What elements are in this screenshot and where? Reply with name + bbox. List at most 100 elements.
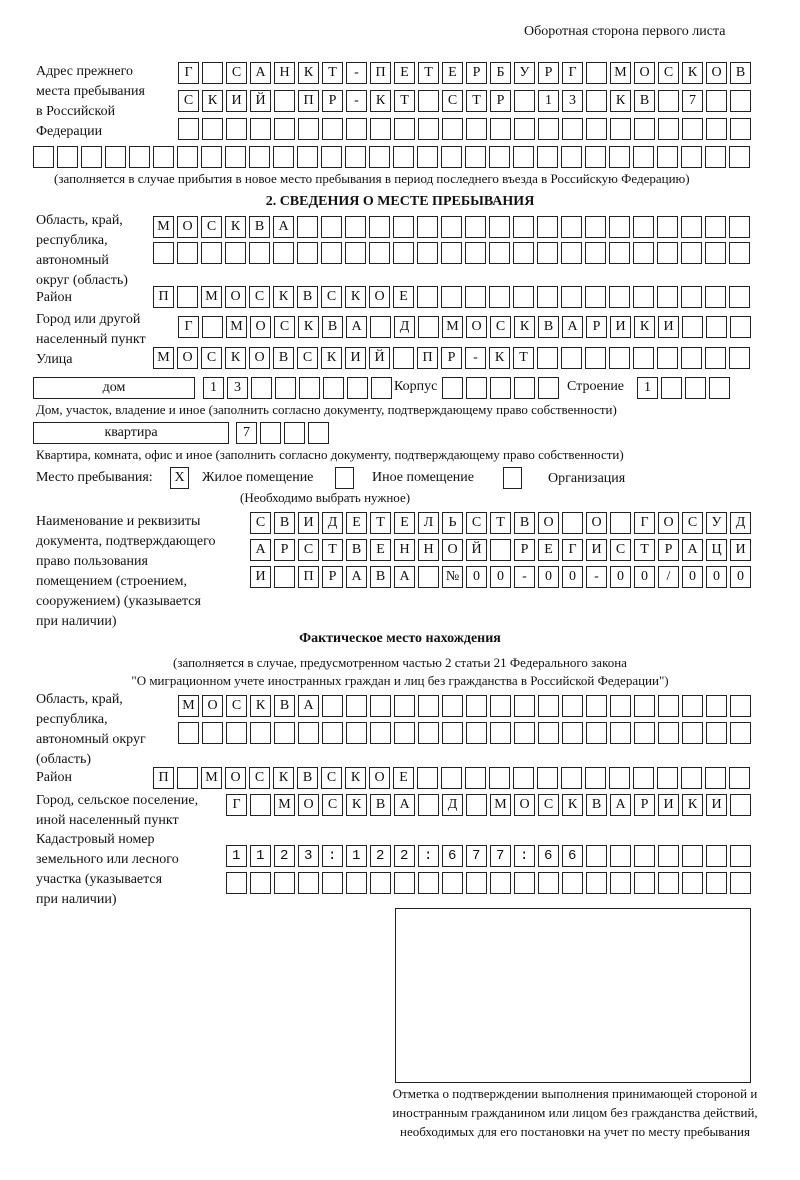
char-cell[interactable] [537,767,558,789]
char-cell[interactable] [490,872,511,894]
char-cell[interactable] [681,146,702,168]
char-cell[interactable]: О [249,347,270,369]
char-cell[interactable] [729,767,750,789]
char-cell[interactable] [514,872,535,894]
char-cell[interactable]: О [250,316,271,338]
char-cell[interactable] [681,347,702,369]
char-cell[interactable] [442,845,463,867]
char-cell[interactable] [562,722,583,744]
char-cell[interactable]: А [273,216,294,238]
char-cell[interactable]: К [634,316,655,338]
char-cell[interactable] [322,695,343,717]
char-cell[interactable] [250,845,271,867]
char-cell[interactable]: Р [634,794,655,816]
char-cell[interactable]: О [466,316,487,338]
char-cell[interactable] [610,118,631,140]
char-cell[interactable] [273,146,294,168]
char-cell[interactable]: М [442,316,463,338]
char-cell[interactable]: А [250,539,271,561]
char-cell[interactable]: К [370,90,391,112]
char-cell[interactable]: Е [394,62,415,84]
char-cell[interactable]: О [177,347,198,369]
char-cell[interactable]: Р [322,90,343,112]
char-cell[interactable] [562,118,583,140]
char-cell[interactable]: Т [466,90,487,112]
char-cell[interactable] [321,242,342,264]
char-cell[interactable] [585,347,606,369]
char-cell[interactable] [308,422,329,444]
char-cell[interactable] [274,872,295,894]
house-type-field[interactable]: дом [33,377,195,399]
char-cell[interactable]: С [322,794,343,816]
char-cell[interactable] [442,695,463,717]
char-cell[interactable] [706,845,727,867]
char-cell[interactable] [418,566,439,588]
char-cell[interactable] [418,316,439,338]
char-cell[interactable]: 0 [490,566,511,588]
char-cell[interactable]: В [370,566,391,588]
char-cell[interactable]: Т [370,512,391,534]
char-cell[interactable]: Г [562,62,583,84]
char-cell[interactable]: С [538,794,559,816]
char-cell[interactable]: И [345,347,366,369]
char-cell[interactable] [369,216,390,238]
char-cell[interactable]: И [226,90,247,112]
char-cell[interactable]: К [250,695,271,717]
char-cell[interactable]: 7 [682,90,703,112]
char-cell[interactable] [585,216,606,238]
char-cell[interactable] [705,216,726,238]
char-cell[interactable]: И [586,539,607,561]
char-cell[interactable]: 3 [227,377,248,399]
char-cell[interactable] [275,377,296,399]
char-cell[interactable]: Е [370,539,391,561]
char-cell[interactable]: А [562,316,583,338]
char-cell[interactable] [323,377,344,399]
char-cell[interactable]: А [394,566,415,588]
char-cell[interactable]: С [442,90,463,112]
char-cell[interactable] [537,146,558,168]
char-cell[interactable] [465,286,486,308]
char-cell[interactable]: И [658,794,679,816]
char-cell[interactable] [297,146,318,168]
char-cell[interactable] [562,512,583,534]
char-cell[interactable] [681,242,702,264]
char-cell[interactable]: К [273,286,294,308]
char-cell[interactable]: С [249,767,270,789]
char-cell[interactable] [538,695,559,717]
char-cell[interactable]: П [298,566,319,588]
char-cell[interactable] [417,146,438,168]
char-cell[interactable] [347,377,368,399]
char-cell[interactable]: И [250,566,271,588]
char-cell[interactable] [417,767,438,789]
char-cell[interactable]: К [489,347,510,369]
char-cell[interactable]: К [682,794,703,816]
char-cell[interactable]: А [610,794,631,816]
char-cell[interactable] [250,118,271,140]
char-cell[interactable]: Н [394,539,415,561]
char-cell[interactable]: В [273,347,294,369]
char-cell[interactable] [586,845,607,867]
char-cell[interactable] [393,216,414,238]
cadastral-row-2[interactable] [226,872,766,894]
char-cell[interactable] [466,872,487,894]
char-cell[interactable] [489,242,510,264]
char-cell[interactable] [561,242,582,264]
char-cell[interactable] [417,242,438,264]
char-cell[interactable] [513,286,534,308]
char-cell[interactable] [371,377,392,399]
char-cell[interactable]: М [226,316,247,338]
char-cell[interactable] [730,90,751,112]
char-cell[interactable]: Р [586,316,607,338]
char-cell[interactable]: Г [178,62,199,84]
char-cell[interactable] [250,722,271,744]
char-cell[interactable] [682,722,703,744]
char-cell[interactable]: В [274,512,295,534]
char-cell[interactable]: В [322,316,343,338]
char-cell[interactable]: 0 [682,566,703,588]
char-cell[interactable] [537,347,558,369]
char-cell[interactable] [298,722,319,744]
char-cell[interactable]: С [490,316,511,338]
char-cell[interactable]: К [202,90,223,112]
char-cell[interactable]: Й [466,539,487,561]
char-cell[interactable] [538,722,559,744]
